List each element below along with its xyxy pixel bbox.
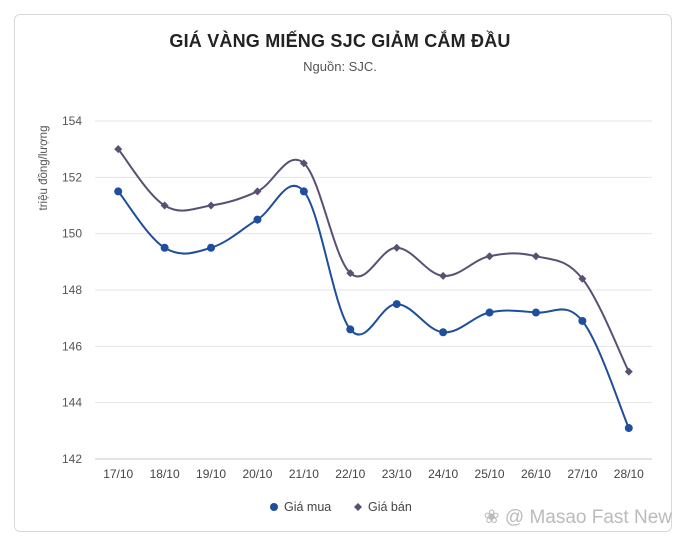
- y-tick-label: 150: [62, 227, 82, 241]
- legend-marker-sell: [354, 503, 362, 511]
- x-tick-label: 28/10: [614, 467, 644, 481]
- data-point-buy: [114, 187, 123, 196]
- data-point-buy: [439, 328, 448, 337]
- x-tick-label: 21/10: [289, 467, 319, 481]
- data-point-buy: [160, 243, 169, 252]
- watermark-logo-icon: ❀: [483, 507, 500, 528]
- data-point-sell: [439, 271, 448, 280]
- x-tick-label: 27/10: [567, 467, 597, 481]
- data-point-sell: [346, 269, 355, 278]
- data-point-sell: [485, 252, 494, 261]
- y-tick-label: 142: [62, 452, 82, 466]
- x-tick-label: 24/10: [428, 467, 458, 481]
- y-tick-label: 146: [62, 339, 82, 353]
- chart-card: [14, 14, 672, 532]
- data-point-sell: [114, 145, 123, 154]
- data-point-buy: [299, 187, 308, 196]
- y-tick-label: 154: [62, 114, 82, 128]
- data-point-sell: [207, 201, 216, 210]
- data-point-sell: [578, 274, 587, 283]
- legend-marker-buy: [270, 503, 278, 511]
- y-axis-label: triệu đồng/lượng: [38, 126, 50, 211]
- data-point-buy: [531, 308, 540, 317]
- data-point-sell: [531, 252, 540, 261]
- data-point-buy: [578, 316, 587, 325]
- legend-label-sell: Giá bán: [368, 500, 412, 514]
- x-tick-label: 18/10: [150, 467, 180, 481]
- data-point-sell: [392, 243, 401, 252]
- x-tick-label: 20/10: [242, 467, 272, 481]
- data-point-sell: [160, 201, 169, 210]
- data-point-sell: [253, 187, 262, 196]
- y-tick-label: 152: [62, 170, 82, 184]
- chart-subtitle: Nguồn: SJC.: [303, 59, 377, 74]
- watermark-text: @ Masao Fast New: [504, 507, 672, 528]
- x-tick-label: 26/10: [521, 467, 551, 481]
- legend-label-buy: Giá mua: [284, 500, 331, 514]
- data-point-buy: [253, 215, 262, 224]
- data-point-sell: [299, 159, 308, 168]
- chart-title: GIÁ VÀNG MIẾNG SJC GIẢM CẮM ĐẦU: [169, 31, 511, 51]
- data-point-buy: [485, 308, 494, 317]
- y-tick-label: 144: [62, 396, 82, 410]
- data-point-buy: [207, 243, 216, 252]
- x-tick-label: 23/10: [382, 467, 412, 481]
- watermark: ❀ @ Masao Fast New: [484, 506, 672, 529]
- legend: Giá mua Giá bán: [270, 500, 412, 514]
- y-tick-label: 148: [62, 283, 82, 297]
- data-point-buy: [624, 424, 633, 433]
- x-tick-label: 17/10: [103, 467, 133, 481]
- x-tick-label: 25/10: [475, 467, 505, 481]
- series-line-buy: [117, 184, 630, 429]
- x-tick-label: 22/10: [335, 467, 365, 481]
- data-point-buy: [346, 325, 355, 334]
- data-point-buy: [392, 300, 401, 309]
- series-line-sell: [117, 148, 630, 373]
- x-tick-label: 19/10: [196, 467, 226, 481]
- data-point-sell: [624, 367, 633, 376]
